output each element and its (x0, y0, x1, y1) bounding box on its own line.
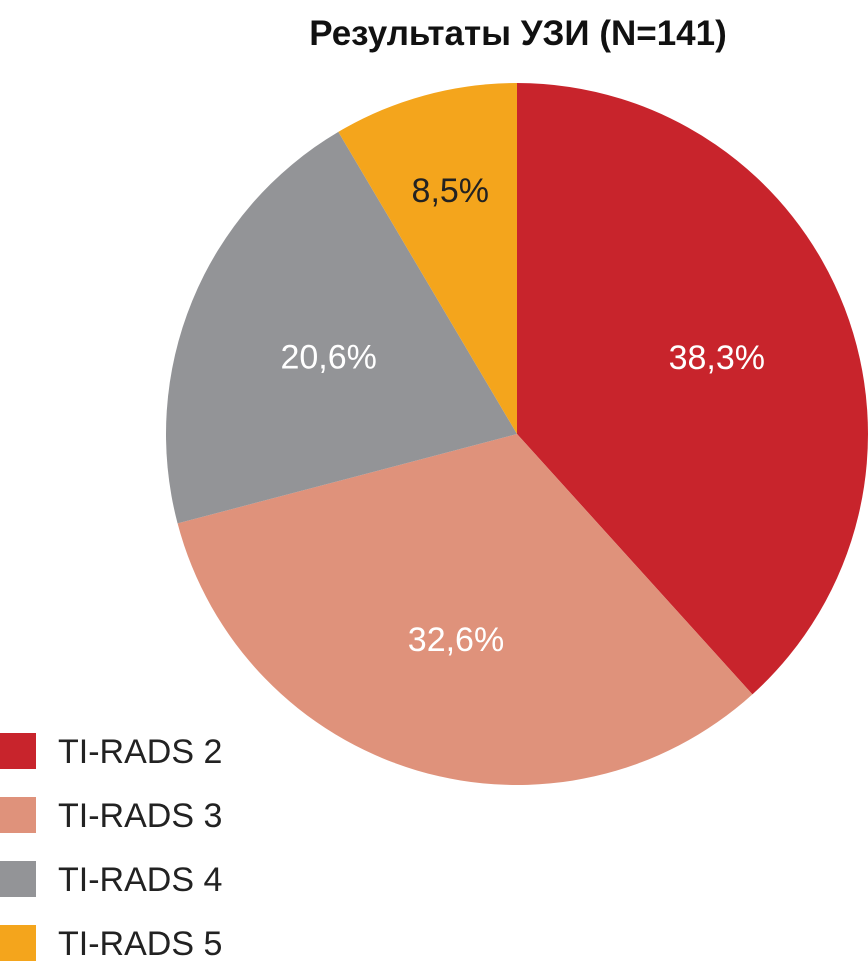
chart-title: Результаты УЗИ (N=141) (309, 14, 727, 53)
legend-label: TI-RADS 4 (58, 861, 223, 899)
legend-label: TI-RADS 5 (58, 925, 223, 963)
legend-item-ti-rads-4: TI-RADS 4 (0, 858, 300, 899)
pie-slice-ti-rads-2 (517, 83, 868, 695)
legend-swatch (0, 733, 36, 769)
slice-value-label: 38,3% (669, 339, 765, 377)
legend-label: TI-RADS 3 (58, 797, 223, 835)
slice-value-label: 20,6% (280, 339, 376, 377)
pie-labels: 38,3% 32,6% 20,6% 8,5% (280, 172, 765, 659)
slice-value-label: 32,6% (408, 621, 504, 659)
legend-swatch (0, 861, 36, 897)
pie-slices (165, 83, 868, 785)
pie-slice-ti-rads-3 (177, 434, 753, 785)
pie-slice-ti-rads-5 (338, 83, 517, 434)
legend-item-ti-rads-5: TI-RADS 5 (0, 922, 300, 963)
slice-value-label: 8,5% (412, 172, 490, 210)
legend-label: TI-RADS 2 (58, 733, 223, 771)
legend-item-ti-rads-3: TI-RADS 3 (0, 794, 300, 835)
legend-swatch (0, 925, 36, 961)
legend-swatch (0, 797, 36, 833)
legend-item-ti-rads-2: TI-RADS 2 (0, 730, 300, 771)
pie-slice-ti-rads-4 (165, 131, 517, 524)
